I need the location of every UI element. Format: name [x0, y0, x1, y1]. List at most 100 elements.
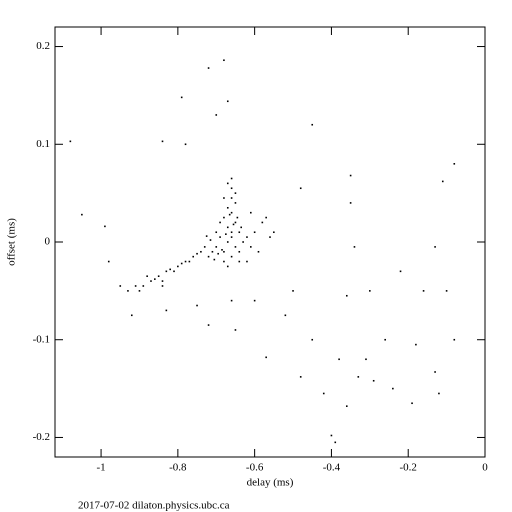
y-tick-label: -0.2	[33, 431, 50, 443]
point	[230, 255, 233, 258]
point	[434, 371, 436, 373]
point	[330, 434, 333, 437]
point	[154, 278, 156, 280]
point	[226, 182, 229, 185]
point	[238, 260, 241, 263]
point	[434, 246, 436, 248]
point	[438, 392, 440, 395]
point	[217, 252, 219, 255]
point	[215, 114, 218, 116]
point	[150, 280, 152, 282]
point	[299, 187, 302, 190]
point	[169, 268, 171, 271]
x-tick-label: -0.6	[246, 462, 264, 474]
point	[284, 314, 287, 317]
point	[215, 231, 218, 234]
point	[242, 241, 244, 243]
point	[349, 202, 352, 204]
point	[322, 392, 325, 395]
point	[353, 246, 356, 248]
x-tick-label: -0.4	[323, 462, 341, 474]
point	[203, 246, 206, 248]
x-tick-label: -0.2	[400, 462, 417, 474]
point	[345, 405, 348, 407]
footer: 2017-07-02 dilaton.physics.ubc.ca	[78, 500, 230, 512]
point	[230, 236, 233, 238]
point	[180, 96, 183, 99]
point	[273, 231, 275, 234]
point	[392, 387, 394, 390]
point	[225, 233, 227, 235]
point	[221, 249, 223, 251]
point	[415, 343, 417, 346]
point	[334, 441, 337, 444]
point	[228, 213, 231, 216]
point	[127, 290, 129, 292]
y-tick-label: 0	[45, 236, 51, 248]
point	[299, 376, 302, 378]
point	[230, 187, 233, 190]
point	[69, 140, 72, 143]
point	[230, 231, 233, 234]
x-tick-label: -1	[96, 462, 105, 474]
point	[130, 314, 133, 317]
point	[232, 223, 235, 226]
point	[230, 299, 233, 302]
point	[265, 356, 267, 359]
point	[157, 275, 160, 278]
point	[207, 67, 210, 69]
point	[422, 290, 425, 292]
point	[240, 226, 243, 229]
point	[207, 255, 210, 258]
point	[250, 211, 252, 214]
point	[238, 250, 241, 253]
point	[246, 236, 248, 238]
point	[215, 246, 218, 248]
point	[173, 270, 175, 273]
point	[453, 338, 456, 341]
point	[196, 252, 198, 255]
point	[161, 280, 164, 282]
point	[411, 402, 413, 405]
point	[184, 143, 187, 146]
point	[234, 329, 237, 331]
point	[161, 140, 164, 143]
point	[223, 250, 225, 253]
point	[369, 290, 371, 292]
point	[311, 338, 314, 341]
point	[223, 216, 225, 219]
point	[230, 177, 233, 180]
y-tick-label: -0.1	[33, 333, 50, 345]
y-axis-label: offset (ms)	[6, 218, 18, 266]
x-tick-label: 0	[482, 462, 488, 474]
point	[180, 262, 183, 265]
point	[246, 260, 248, 263]
point	[104, 225, 106, 228]
point	[138, 290, 141, 292]
point	[234, 192, 237, 194]
point	[257, 250, 260, 253]
point	[357, 376, 360, 378]
point	[269, 236, 271, 238]
point	[219, 236, 221, 238]
point	[81, 213, 83, 216]
point	[236, 216, 239, 219]
point	[134, 285, 137, 287]
point	[441, 180, 444, 183]
point	[161, 285, 164, 287]
x-axis-label: delay (ms)	[247, 477, 294, 489]
point	[177, 265, 179, 268]
point	[209, 239, 212, 241]
point	[261, 221, 264, 224]
point	[345, 294, 348, 297]
point	[119, 285, 122, 287]
point	[226, 226, 229, 229]
x-tick-label: -0.8	[169, 462, 187, 474]
point	[226, 265, 229, 268]
point	[223, 197, 225, 199]
point	[445, 290, 448, 292]
point	[205, 235, 208, 237]
point	[234, 221, 237, 224]
